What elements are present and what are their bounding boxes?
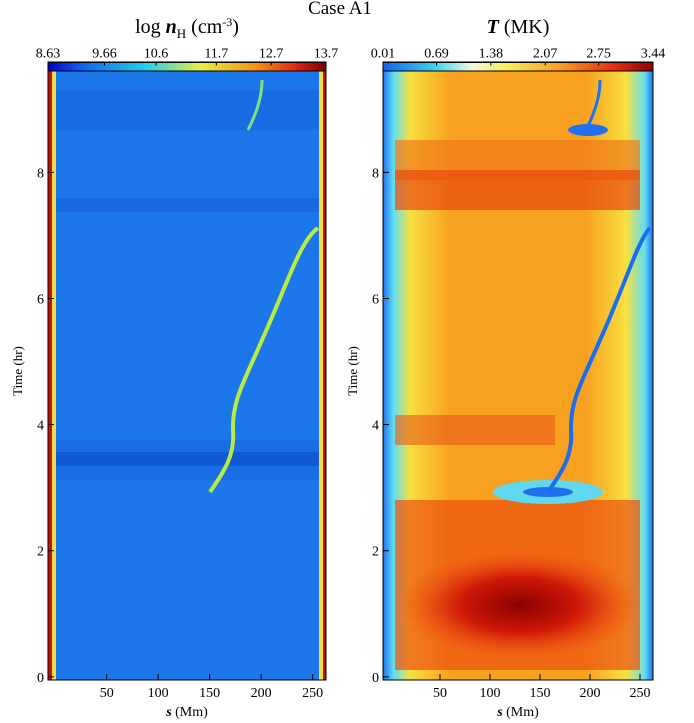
title-part: H bbox=[177, 26, 186, 41]
y-tick-label: 0 bbox=[37, 671, 44, 686]
title-part: -3 bbox=[222, 15, 232, 29]
colorbar-tick-label: 2.07 bbox=[533, 47, 558, 62]
colorbar bbox=[382, 62, 654, 72]
y-tick-label: 2 bbox=[372, 545, 379, 560]
title-part: (MK) bbox=[499, 16, 550, 38]
x-tick-label: 50 bbox=[100, 686, 114, 701]
colorbar-tick-label: 10.6 bbox=[144, 47, 169, 62]
x-tick-label: 50 bbox=[433, 686, 447, 701]
x-tick-label: 250 bbox=[302, 686, 323, 701]
y-tick-label: 0 bbox=[372, 671, 379, 686]
colorbar-tick-label: 9.66 bbox=[92, 47, 117, 62]
title-part: n bbox=[166, 16, 177, 38]
panel-title: T (MK) bbox=[487, 16, 550, 38]
x-tick-label: 200 bbox=[580, 686, 601, 701]
panel-title: log nH (cm-3) bbox=[135, 15, 239, 41]
y-tick-label: 4 bbox=[372, 419, 379, 434]
temperature-map bbox=[383, 62, 653, 680]
x-tick-label: 150 bbox=[199, 686, 220, 701]
title-part: ) bbox=[232, 16, 239, 38]
y-tick-label: 8 bbox=[372, 166, 379, 181]
y-tick-label: 2 bbox=[37, 545, 44, 560]
colorbar-tick-label: 8.63 bbox=[36, 47, 61, 62]
colorbar-tick-label: 3.44 bbox=[641, 47, 666, 62]
y-axis-label: Time (hr) bbox=[345, 346, 360, 396]
x-tick-label: 250 bbox=[630, 686, 651, 701]
colorbar-tick-label: 0.69 bbox=[424, 47, 449, 62]
x-label-symbol: s bbox=[165, 705, 172, 720]
colorbar-tick-label: 11.7 bbox=[204, 47, 228, 62]
y-tick-label: 6 bbox=[37, 292, 44, 307]
x-label-unit: (Mm) bbox=[503, 705, 540, 720]
y-tick-label: 4 bbox=[37, 419, 44, 434]
x-tick-label: 100 bbox=[148, 686, 169, 701]
title-part: T bbox=[487, 16, 500, 38]
x-tick-label: 150 bbox=[530, 686, 551, 701]
density-map bbox=[48, 62, 326, 680]
colorbar-tick-label: 2.75 bbox=[586, 47, 611, 62]
colorbar-tick-label: 0.01 bbox=[371, 47, 396, 62]
colorbar-tick-label: 13.7 bbox=[314, 47, 339, 62]
title-part: (cm bbox=[186, 16, 223, 38]
x-axis-label: s (Mm) bbox=[165, 705, 208, 720]
x-label-symbol: s bbox=[496, 705, 503, 720]
x-axis-label: s (Mm) bbox=[496, 705, 539, 720]
colorbar bbox=[47, 62, 327, 72]
x-tick-label: 100 bbox=[480, 686, 501, 701]
y-axis-label: Time (hr) bbox=[10, 346, 25, 396]
colorbar-tick-label: 12.7 bbox=[259, 47, 284, 62]
y-tick-label: 8 bbox=[37, 166, 44, 181]
x-label-unit: (Mm) bbox=[172, 705, 209, 720]
suptitle: Case A1 bbox=[308, 0, 372, 19]
x-tick-label: 200 bbox=[251, 686, 272, 701]
colorbar-tick-label: 1.38 bbox=[479, 47, 504, 62]
y-tick-label: 6 bbox=[372, 292, 379, 307]
title-part: log bbox=[135, 16, 166, 38]
